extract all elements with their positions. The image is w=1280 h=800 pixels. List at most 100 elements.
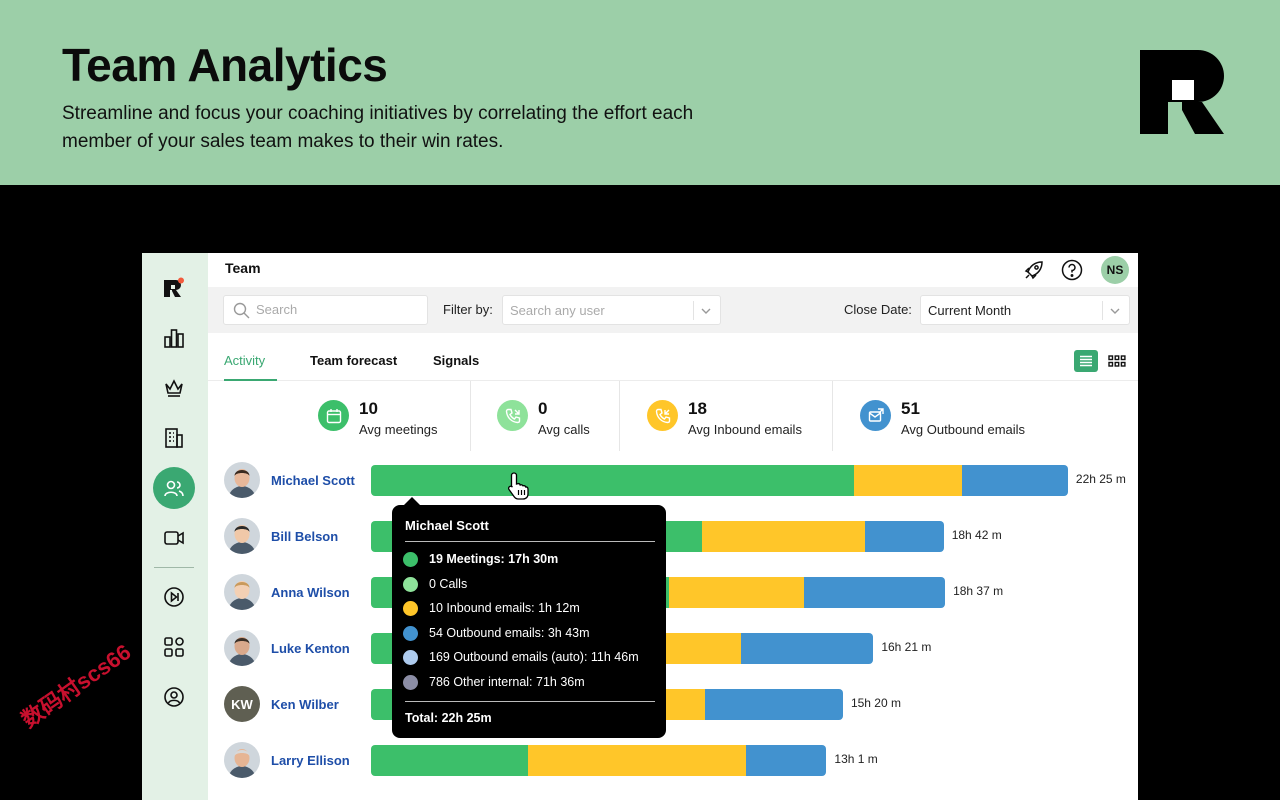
- tooltip-title: Michael Scott: [405, 518, 489, 533]
- logo-icon: [164, 277, 184, 297]
- sidebar-item-accounts[interactable]: [153, 417, 195, 459]
- bar-segment-outbound[interactable]: [865, 521, 944, 552]
- sidebar-item-integrations[interactable]: [153, 626, 195, 668]
- person-photo-icon: [228, 581, 256, 610]
- user-circle-icon: [164, 687, 184, 707]
- close-date-label: Close Date:: [844, 302, 912, 317]
- select-separator: [1102, 301, 1103, 320]
- bar-segment-inbound[interactable]: [854, 465, 962, 496]
- sidebar-item-leaderboard[interactable]: [153, 367, 195, 409]
- activity-bar[interactable]: [371, 745, 827, 776]
- stat-avg-calls: 0 Avg calls: [497, 381, 617, 451]
- member-avatar: [224, 462, 260, 498]
- sidebar-item-team[interactable]: [153, 467, 195, 509]
- stat-divider: [470, 381, 471, 451]
- play-circle-icon: [164, 587, 184, 607]
- person-photo-icon: [228, 637, 256, 666]
- tab-team-forecast[interactable]: Team forecast: [310, 353, 398, 368]
- bar-segment-meetings[interactable]: [371, 745, 529, 776]
- stat-value: 0: [538, 399, 548, 418]
- bar-segment-outbound[interactable]: [961, 465, 1068, 496]
- sidebar-item-playlists[interactable]: [153, 576, 195, 618]
- stat-icon-circle: [497, 400, 528, 431]
- stat-value: 18: [688, 399, 707, 418]
- search-icon: [233, 302, 250, 319]
- user-filter-select[interactable]: Search any user: [502, 295, 721, 325]
- list-view-button[interactable]: [1074, 350, 1098, 372]
- search-input[interactable]: [256, 302, 416, 317]
- help-button[interactable]: [1059, 257, 1085, 283]
- filter-by-label: Filter by:: [443, 302, 493, 317]
- team-icon: [164, 480, 184, 497]
- member-row[interactable]: Bill Belson 18h 42 m: [208, 518, 1138, 558]
- brand-logo: [1140, 50, 1224, 134]
- tab-bar: Activity Team forecast Signals: [208, 333, 1138, 381]
- select-separator: [693, 301, 694, 320]
- member-row[interactable]: Luke Kenton 16h 21 m: [208, 630, 1138, 670]
- member-name[interactable]: Anna Wilson: [271, 585, 350, 600]
- member-avatar: [224, 742, 260, 778]
- rocket-icon: [1024, 261, 1043, 280]
- video-icon: [164, 531, 184, 545]
- member-total-time: 22h 25 m: [1075, 472, 1126, 486]
- legend-dot: [403, 675, 418, 690]
- sidebar-item-recordings[interactable]: [153, 517, 195, 559]
- active-tab-indicator: [224, 379, 277, 381]
- chevron-down-icon: [1110, 308, 1120, 314]
- whats-new-button[interactable]: [1021, 257, 1047, 283]
- top-bar: Team NS: [208, 253, 1138, 287]
- stat-label: Avg Outbound emails: [901, 422, 1026, 437]
- bar-segment-inbound[interactable]: [702, 521, 866, 552]
- hero-title: Team Analytics: [62, 39, 388, 91]
- bar-segment-inbound[interactable]: [658, 633, 741, 664]
- sidebar-item-reports[interactable]: [153, 317, 195, 359]
- member-name[interactable]: Larry Ellison: [271, 753, 350, 768]
- main-content: Team NS Filter by: Searc: [208, 253, 1138, 800]
- filter-bar: Filter by: Search any user Close Date: C…: [208, 287, 1138, 333]
- bar-chart-icon: [164, 329, 184, 348]
- close-date-select[interactable]: Current Month: [920, 295, 1130, 325]
- calendar-icon: [326, 408, 341, 423]
- member-total-time: 13h 1 m: [834, 752, 878, 766]
- member-avatar: [224, 518, 260, 554]
- bar-segment-inbound[interactable]: [669, 577, 805, 608]
- bar-segment-outbound[interactable]: [746, 745, 827, 776]
- bar-segment-inbound[interactable]: [528, 745, 747, 776]
- legend-dot: [403, 576, 418, 592]
- tab-signals[interactable]: Signals: [433, 353, 480, 368]
- sidebar-item-profile[interactable]: [153, 676, 195, 718]
- bar-segment-outbound[interactable]: [804, 577, 946, 608]
- member-name[interactable]: Bill Belson: [271, 529, 339, 544]
- member-name[interactable]: Ken Wilber: [271, 697, 339, 712]
- grid-view-icon: [1108, 355, 1126, 367]
- help-icon: [1061, 259, 1083, 281]
- person-photo-icon: [228, 525, 256, 554]
- bar-segment-outbound[interactable]: [740, 633, 874, 664]
- member-name[interactable]: Michael Scott: [271, 473, 355, 488]
- activity-bar[interactable]: [371, 465, 1068, 496]
- avatar-initials: KW: [231, 696, 253, 712]
- hand-cursor-icon: [507, 472, 529, 500]
- member-avatar: KW: [224, 686, 260, 722]
- member-row[interactable]: KW Ken Wilber 15h 20 m: [208, 686, 1138, 726]
- member-total-time: 16h 21 m: [881, 640, 932, 654]
- member-row[interactable]: Larry Ellison 13h 1 m: [208, 742, 1138, 782]
- member-total-time: 18h 37 m: [953, 584, 1004, 598]
- search-box: [223, 295, 428, 325]
- member-total-time: 18h 42 m: [951, 528, 1002, 542]
- tab-activity[interactable]: Activity: [224, 353, 266, 368]
- watermark: 数码村scs66: [16, 639, 136, 733]
- member-name[interactable]: Luke Kenton: [271, 641, 350, 656]
- tooltip-item-text: 54 Outbound emails: 3h 43m: [429, 625, 590, 640]
- page-title: Team: [225, 260, 261, 276]
- tooltip-divider: [405, 701, 655, 702]
- bar-segment-meetings[interactable]: [371, 465, 854, 496]
- member-row[interactable]: Anna Wilson 18h 37 m: [208, 574, 1138, 614]
- bar-segment-outbound[interactable]: [704, 689, 843, 720]
- member-row[interactable]: Michael Scott 22h 25 m: [208, 462, 1138, 502]
- grid-view-button[interactable]: [1105, 350, 1129, 372]
- user-avatar[interactable]: NS: [1101, 256, 1129, 284]
- tooltip-item-text: 786 Other internal: 71h 36m: [429, 675, 585, 689]
- tooltip-item-text: 19 Meetings: 17h 30m: [429, 552, 559, 566]
- sidebar-logo[interactable]: [153, 267, 195, 309]
